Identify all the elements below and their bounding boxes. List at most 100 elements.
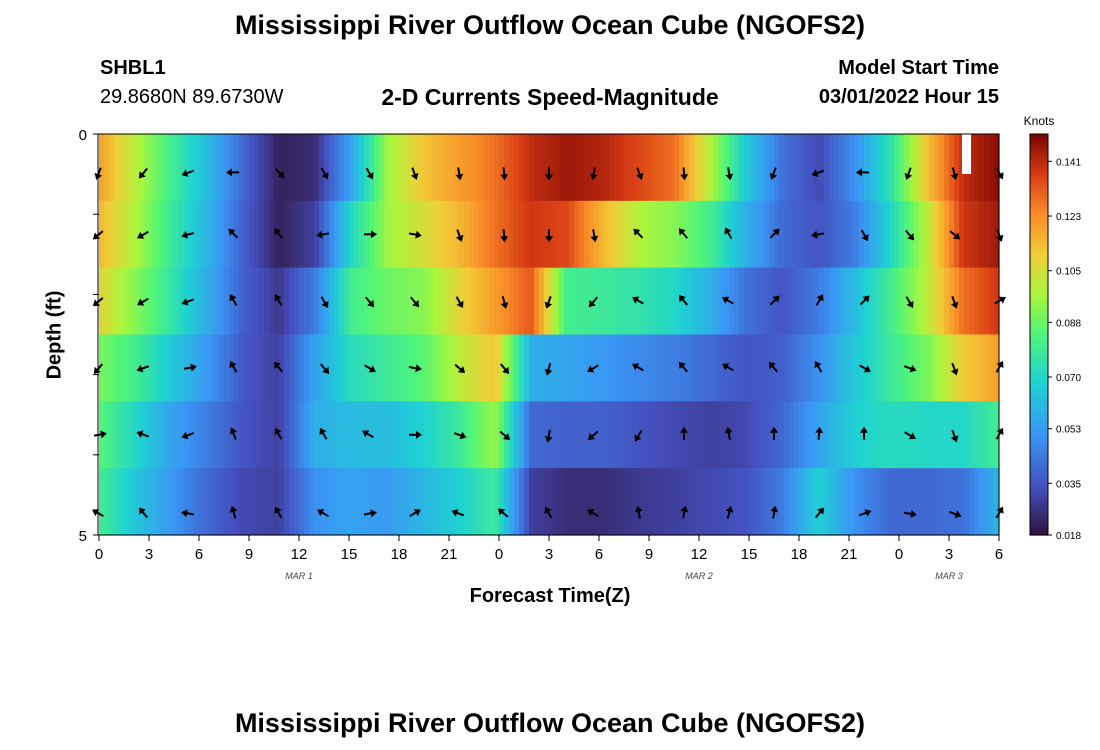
- heatmap-cell: [629, 200, 635, 269]
- heatmap-cell: [314, 468, 320, 536]
- heatmap-cell: [349, 468, 355, 536]
- current-arrow: [678, 228, 688, 239]
- heatmap-cell: [169, 200, 175, 269]
- heatmap-cell: [439, 468, 445, 536]
- heatmap-cell: [354, 200, 360, 269]
- colorbar-segment: [1030, 524, 1048, 529]
- heatmap-cell: [589, 134, 595, 202]
- heatmap-cell: [914, 401, 920, 469]
- heatmap-cell: [99, 468, 105, 536]
- heatmap-cell: [554, 334, 560, 402]
- x-tick-label: 15: [341, 546, 358, 563]
- heatmap-cell: [634, 267, 640, 336]
- heatmap-cell: [264, 401, 270, 469]
- heatmap-cell: [734, 267, 740, 336]
- heatmap-cell: [869, 334, 875, 402]
- heatmap-cell: [199, 468, 205, 536]
- heatmap-cell: [244, 468, 250, 536]
- heatmap-cell: [569, 401, 575, 469]
- heatmap-cell: [454, 334, 460, 402]
- heatmap-cell: [689, 267, 695, 336]
- heatmap-cell: [514, 401, 520, 469]
- colorbar-segment: [1030, 414, 1048, 419]
- current-arrow: [905, 229, 915, 241]
- heatmap-cell: [444, 200, 450, 269]
- heatmap-cell: [299, 334, 305, 402]
- heatmap-cell: [364, 334, 370, 402]
- heatmap-cell: [394, 134, 400, 202]
- heatmap-cell: [564, 200, 570, 269]
- heatmap-cell: [889, 267, 895, 336]
- heatmap-cell: [129, 200, 135, 269]
- heatmap-cell: [719, 134, 725, 202]
- heatmap-cell: [689, 334, 695, 402]
- heatmap-cell: [189, 134, 195, 202]
- heatmap-cell: [544, 200, 550, 269]
- heatmap-cell: [489, 267, 495, 336]
- colorbar-segment: [1030, 307, 1048, 312]
- colorbar-segment: [1030, 364, 1048, 369]
- heatmap-cell: [324, 267, 330, 336]
- current-arrow: [273, 361, 283, 373]
- current-arrow: [364, 230, 377, 239]
- heatmap-cell: [189, 267, 195, 336]
- heatmap-cell: [734, 200, 740, 269]
- x-tick-label: 3: [145, 546, 153, 563]
- heatmap-cell: [774, 200, 780, 269]
- heatmap-cell: [144, 267, 150, 336]
- heatmap-cell: [779, 401, 785, 469]
- heatmap-cell: [249, 267, 255, 336]
- heatmap-cell: [964, 468, 970, 536]
- heatmap-cell: [759, 200, 765, 269]
- heatmap-cell: [569, 267, 575, 336]
- heatmap-cell: [634, 468, 640, 536]
- heatmap-cell: [514, 334, 520, 402]
- heatmap-cell: [619, 134, 625, 202]
- heatmap-cell: [789, 468, 795, 536]
- heatmap-cell: [789, 401, 795, 469]
- x-tick-label: 12: [691, 546, 708, 563]
- heatmap-cell: [474, 401, 480, 469]
- heatmap-cell: [814, 267, 820, 336]
- heatmap-cell: [794, 134, 800, 202]
- heatmap-cell: [159, 401, 165, 469]
- heatmap-cell: [249, 200, 255, 269]
- current-arrow: [815, 294, 824, 306]
- heatmap-cell: [314, 267, 320, 336]
- heatmap-cell: [859, 334, 865, 402]
- heatmap-cell: [354, 134, 360, 202]
- heatmap-cell: [379, 134, 385, 202]
- heatmap-cell: [214, 334, 220, 402]
- heatmap-cell: [894, 134, 900, 202]
- heatmap-cell: [249, 401, 255, 469]
- heatmap-cell: [239, 134, 245, 202]
- heatmap-cell: [129, 134, 135, 202]
- heatmap-cell: [729, 468, 735, 536]
- heatmap-cell: [979, 401, 985, 469]
- current-arrow: [950, 296, 959, 309]
- heatmap-cell: [829, 401, 835, 469]
- heatmap-cell: [374, 267, 380, 336]
- heatmap-cell: [554, 468, 560, 536]
- heatmap-cell: [169, 334, 175, 402]
- heatmap-cell: [954, 401, 960, 469]
- heatmap-cell: [274, 334, 280, 402]
- heatmap-cell: [534, 401, 540, 469]
- heatmap-cell: [499, 334, 505, 402]
- heatmap-cell: [559, 334, 565, 402]
- heatmap-cell: [344, 334, 350, 402]
- heatmap-cell: [444, 267, 450, 336]
- heatmap-cell: [194, 267, 200, 336]
- heatmap-cell: [349, 200, 355, 269]
- heatmap-cell: [774, 267, 780, 336]
- current-arrow: [811, 169, 825, 177]
- heatmap-cell: [459, 267, 465, 336]
- current-arrow: [228, 228, 239, 239]
- heatmap-cell: [744, 468, 750, 536]
- heatmap-cell: [724, 468, 730, 536]
- current-arrow: [859, 364, 871, 373]
- heatmap-cell: [279, 468, 285, 536]
- heatmap-cell: [354, 334, 360, 402]
- heatmap-cell: [239, 401, 245, 469]
- heatmap-cell: [554, 267, 560, 336]
